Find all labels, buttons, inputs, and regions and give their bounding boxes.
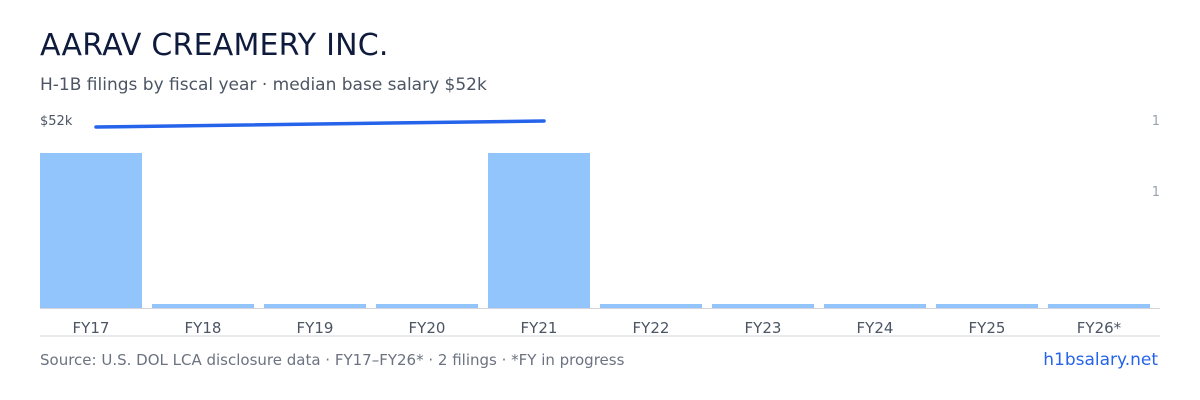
- x-tick-label: FY19: [297, 319, 334, 337]
- x-tick-label: FY18: [185, 319, 222, 337]
- bar-fy21: [488, 153, 590, 308]
- chart-title: AARAV CREAMERY INC.: [40, 28, 389, 63]
- x-tick-label: FY17: [73, 319, 110, 337]
- bar-fy17: [40, 153, 142, 308]
- source-note: Source: U.S. DOL LCA disclosure data · F…: [40, 351, 625, 369]
- x-tick-label: FY20: [409, 319, 446, 337]
- chart-subtitle: H-1B filings by fiscal year · median bas…: [40, 75, 487, 95]
- bar-fy23: [712, 304, 814, 308]
- bar-fy24: [824, 304, 926, 308]
- salary-axis-label: $52k: [40, 114, 73, 129]
- bar-fy26-partial: [1048, 304, 1150, 308]
- x-tick-label: FY22: [633, 319, 670, 337]
- count-axis-tick: 1: [1152, 185, 1160, 200]
- brand-link[interactable]: h1bsalary.net: [1043, 350, 1158, 370]
- x-tick-label: FY26*: [1077, 319, 1122, 337]
- x-tick-label: FY25: [969, 319, 1006, 337]
- x-tick-label: FY23: [745, 319, 782, 337]
- x-tick-label: FY21: [521, 319, 558, 337]
- bar-fy19: [264, 304, 366, 308]
- count-axis-tick: 1: [1152, 114, 1160, 129]
- bar-fy25: [936, 304, 1038, 308]
- x-tick-label: FY24: [857, 319, 894, 337]
- bar-fy18: [152, 304, 254, 308]
- filings-chart: FY17 FY18 FY19 FY20 FY21 FY22 FY23 FY24 FY25 FY26…: [40, 114, 1160, 337]
- bar-fy22: [600, 304, 702, 308]
- bar-fy20: [376, 304, 478, 308]
- median-salary-line: [94, 119, 546, 129]
